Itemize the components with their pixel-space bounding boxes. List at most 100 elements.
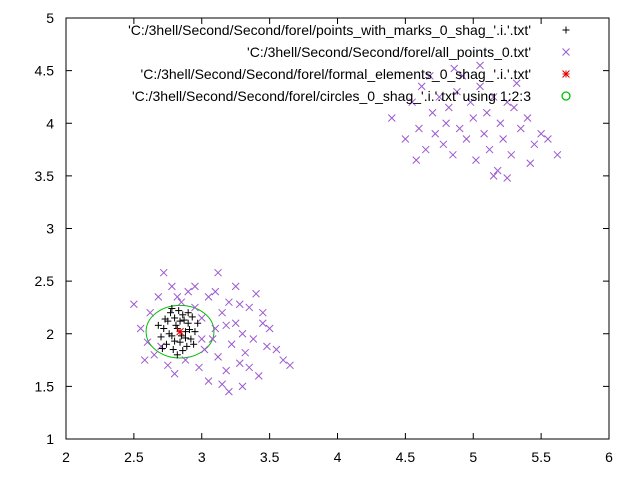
all-point-marker [442, 119, 450, 128]
all-point-marker [245, 303, 254, 312]
all-point-marker [204, 293, 213, 301]
all-point-marker [177, 298, 186, 307]
all-point-marker [444, 103, 453, 112]
y-tick-label: 4.5 [35, 63, 55, 79]
legend: 'C:/3hell/Second/Second/forel/points_wit… [128, 22, 571, 104]
all-point-marker [238, 329, 247, 338]
all-point-marker [225, 298, 233, 307]
marked-point-marker [169, 346, 177, 354]
x-tick-label: 6 [605, 449, 613, 465]
all-point-marker [489, 172, 498, 180]
y-tick-label: 2 [46, 326, 54, 342]
y-tick-label: 5 [46, 10, 54, 26]
all-point-marker [211, 287, 220, 296]
y-tick-label: 4 [46, 115, 54, 131]
legend-star-marker [562, 70, 570, 78]
marked-point-marker [158, 344, 166, 352]
y-tick-label: 1.5 [35, 378, 55, 394]
all-point-marker [263, 342, 271, 351]
all-point-marker [181, 356, 190, 364]
legend-plus-marker [562, 26, 570, 34]
all-point-marker [130, 300, 138, 309]
x-tick-label: 5 [469, 449, 477, 465]
y-axis: 1 1.5 2 2.5 3 3.5 4 4.5 5 [35, 10, 609, 447]
all-point-marker [258, 308, 267, 317]
all-point-marker [143, 338, 152, 347]
all-point-marker [408, 98, 417, 107]
points-with-marks-layer [154, 304, 202, 359]
all-point-marker [507, 150, 516, 159]
marked-point-marker [160, 324, 168, 332]
all-point-marker [238, 382, 247, 391]
marked-point-marker [194, 319, 202, 327]
formal-elements-layer [176, 327, 184, 336]
all-point-marker [286, 361, 294, 370]
all-point-marker [466, 98, 475, 107]
all-point-marker [485, 145, 494, 154]
legend-entry-label: 'C:/3hell/Second/Second/forel/formal_ele… [141, 66, 531, 82]
all-point-marker [279, 356, 288, 364]
x-tick-label: 2.5 [124, 449, 144, 465]
x-tick-label: 5.5 [531, 449, 551, 465]
all-point-marker [218, 380, 226, 389]
marked-point-marker [190, 340, 198, 348]
all-point-marker [249, 335, 258, 343]
marked-point-marker [167, 309, 175, 317]
y-tick-label: 1 [46, 431, 54, 447]
marked-point-marker [186, 326, 194, 334]
all-point-marker [211, 324, 220, 333]
all-point-marker [496, 119, 505, 128]
all-point-marker [417, 82, 426, 91]
marked-point-marker [179, 311, 187, 319]
marked-point-marker [165, 330, 173, 338]
legend-circle-marker [561, 91, 571, 101]
marked-point-marker [181, 334, 189, 342]
all-point-marker [214, 268, 222, 277]
all-point-marker [231, 319, 240, 328]
all-point-marker [412, 156, 421, 164]
marked-point-marker [161, 315, 169, 323]
all-point-marker [208, 335, 217, 343]
legend-x-marker [562, 48, 570, 56]
all-point-marker [231, 282, 240, 291]
marked-point-marker [188, 313, 196, 321]
marked-point-marker [162, 340, 170, 348]
all-point-marker [272, 345, 281, 354]
marked-point-marker [191, 328, 199, 336]
marked-point-marker [184, 319, 192, 327]
marked-point-marker [184, 309, 192, 317]
all-point-marker [435, 93, 444, 101]
all-point-marker [258, 319, 267, 328]
all-point-marker [480, 129, 488, 138]
all-point-marker [254, 371, 263, 380]
all-point-marker [173, 293, 182, 301]
marked-point-marker [172, 321, 180, 329]
all-point-marker [214, 353, 222, 361]
x-tick-label: 2 [62, 449, 70, 465]
all-point-marker [544, 135, 552, 143]
all-point-marker [200, 345, 209, 354]
all-point-marker [415, 124, 423, 133]
all-point-marker [476, 82, 484, 91]
all-point-marker [222, 321, 231, 330]
all-point-marker [163, 361, 172, 370]
marked-point-marker [171, 337, 179, 345]
all-point-marker [523, 114, 532, 122]
all-point-marker [526, 159, 535, 168]
marked-point-marker [180, 316, 188, 324]
all-point-marker [191, 282, 199, 291]
all-point-marker [453, 87, 461, 96]
all-point-marker [265, 324, 274, 333]
marked-point-marker [175, 307, 183, 315]
all-point-marker [387, 114, 396, 122]
all-point-marker [191, 303, 199, 312]
all-point-marker [469, 114, 478, 122]
all-point-marker [154, 293, 163, 301]
all-point-marker [493, 166, 502, 175]
all-point-marker [204, 377, 213, 385]
all-point-marker [472, 156, 480, 164]
all-point-marker [503, 174, 512, 182]
marked-point-marker [173, 351, 181, 359]
